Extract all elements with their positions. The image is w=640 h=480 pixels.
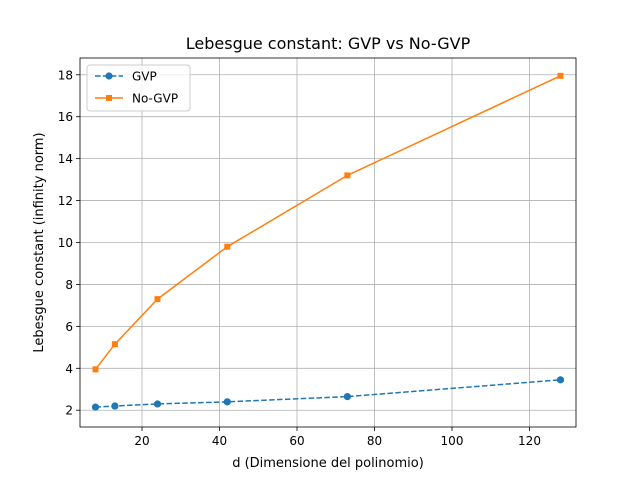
gvp-point: [91, 403, 100, 411]
y-tick-label: 4: [65, 362, 73, 376]
gvp-series: [91, 376, 565, 411]
y-tick-label: 16: [58, 110, 73, 124]
grid-lines: [80, 58, 576, 427]
x-axis-label: d (Dimensione del polinomio): [232, 456, 424, 471]
gvp-point: [556, 376, 565, 384]
x-tick-label: 20: [134, 434, 149, 448]
gvp-point: [343, 392, 351, 401]
gvp-point: [223, 398, 231, 406]
x-tick-label: 80: [367, 434, 382, 448]
no-gvp-point: [154, 296, 161, 303]
y-tick-label: 2: [65, 404, 73, 418]
y-tick-label: 18: [58, 68, 73, 82]
no-gvp-line: [94, 75, 561, 370]
gvp-point: [153, 400, 162, 408]
legend-entry-gvp: GVP: [95, 70, 157, 84]
no-gvp-point: [111, 341, 118, 348]
y-tick-label: 12: [58, 194, 73, 208]
x-tick-label: 60: [289, 434, 304, 448]
no-gvp-point: [92, 366, 99, 373]
no-gvp-point: [344, 172, 351, 179]
y-tick-label: 8: [65, 278, 73, 292]
legend-marker-gvp: [105, 72, 113, 80]
legend-marker-no-gvp: [106, 95, 112, 101]
x-tick-label: 100: [441, 434, 464, 448]
x-tick-label: 40: [212, 434, 227, 448]
y-tick-label: 10: [58, 236, 73, 250]
no-gvp-point: [557, 72, 564, 79]
no-gvp-point: [224, 243, 231, 250]
y-tick-label: 14: [58, 152, 73, 166]
legend: GVP No-GVP: [86, 64, 191, 112]
legend-label-no-gvp: No-GVP: [132, 92, 178, 106]
x-tick-label: 120: [518, 434, 541, 448]
chart-title: Lebesgue constant: GVP vs No-GVP: [186, 34, 471, 53]
no-gvp-series: [92, 72, 564, 373]
axis-ticks: 20 40 60 80 100 120 2 4 6 8 10 12 14 16 18: [58, 68, 541, 448]
series-layer: [91, 72, 565, 411]
y-axis-label: Lebesgue constant (infinity norm): [32, 132, 47, 352]
legend-label-gvp: GVP: [132, 70, 157, 84]
y-tick-label: 6: [65, 320, 73, 334]
gvp-point: [111, 402, 119, 410]
legend-entry-no-gvp: No-GVP: [95, 92, 178, 106]
